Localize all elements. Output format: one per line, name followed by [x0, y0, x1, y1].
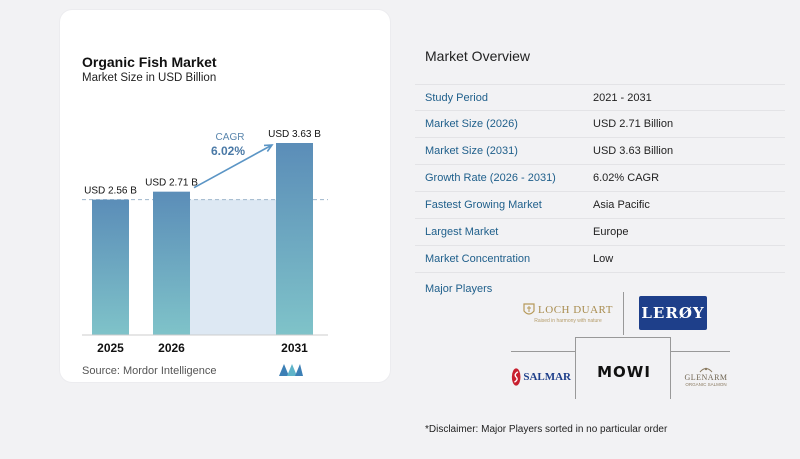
table-row: Market Size (2031) USD 3.63 Billion — [415, 138, 785, 165]
table-row: Study Period 2021 - 2031 — [415, 84, 785, 111]
cagr-arrow-line — [193, 144, 273, 189]
table-row: Market Size (2026) USD 2.71 Billion — [415, 111, 785, 138]
leroy-logo: LERØY — [639, 296, 707, 330]
overview-table: Study Period 2021 - 2031 Market Size (20… — [415, 84, 785, 273]
logo-divider — [575, 337, 576, 399]
source-text: Source: Mordor Intelligence — [82, 365, 217, 377]
logo-divider — [670, 351, 730, 352]
bar-2031 — [276, 143, 313, 335]
salmar-emblem-icon — [511, 368, 521, 386]
row-label: Market Size (2031) — [425, 145, 518, 157]
mowi-logo: MOWI — [585, 360, 663, 384]
table-row: Market Concentration Low — [415, 246, 785, 273]
row-value: 6.02% CAGR — [593, 172, 660, 184]
mordor-logo-icon — [279, 364, 303, 376]
chart-canvas: USD 2.56 B 2025 USD 2.71 B 2026 USD 3.63 B 20… — [82, 129, 328, 355]
row-label: Fastest Growing Market — [425, 199, 542, 211]
logo-divider — [511, 351, 576, 352]
table-row: Fastest Growing Market Asia Pacific — [415, 192, 785, 219]
glenarm-logo: GLENARM ORGANIC SALMON — [677, 360, 735, 392]
chart-card: USD 2.56 B 2025 USD 2.71 B 2026 USD 3.63 B 20… — [60, 10, 390, 382]
disclaimer-text: *Disclaimer: Major Players sorted in no … — [425, 424, 668, 435]
row-label: Study Period — [425, 91, 488, 104]
table-row: Growth Rate (2026 - 2031) 6.02% CAGR — [415, 165, 785, 192]
x-tick-label-2026: 2026 — [158, 341, 185, 355]
bar-2026 — [153, 191, 190, 335]
crest-icon — [523, 302, 535, 315]
loch-duart-name: LOCH DUART — [538, 303, 613, 316]
leroy-name: LERØY — [641, 304, 705, 322]
row-value: Asia Pacific — [593, 199, 650, 211]
row-value: USD 2.71 Billion — [593, 118, 674, 130]
row-value: 2021 - 2031 — [593, 91, 652, 104]
cagr-value: 6.02% — [211, 144, 245, 158]
row-label: Largest Market — [425, 226, 499, 238]
row-value: Europe — [593, 226, 629, 238]
cagr-arrow-head-icon — [263, 144, 274, 152]
market-overview-panel: Market Overview Study Period 2021 - 2031… — [415, 0, 785, 459]
overview-title: Market Overview — [425, 48, 531, 64]
row-label: Growth Rate (2026 - 2031) — [425, 172, 556, 184]
glenarm-tagline: ORGANIC SALMON — [685, 382, 727, 387]
data-label-2025: USD 2.56 B — [84, 186, 137, 197]
x-tick-label-2031: 2031 — [281, 341, 308, 355]
loch-duart-tagline: Raised in harmony with nature — [534, 317, 602, 324]
bar-2025 — [92, 199, 129, 335]
major-players-title: Major Players — [425, 283, 493, 295]
row-label: Market Concentration — [425, 253, 531, 265]
loch-duart-logo: LOCH DUART Raised in harmony with nature — [523, 297, 613, 329]
logo-divider — [575, 337, 671, 338]
row-label: Market Size (2026) — [425, 118, 518, 130]
data-label-2026: USD 2.71 B — [145, 178, 198, 189]
x-tick-label-2025: 2025 — [97, 341, 124, 355]
mowi-name: MOWI — [597, 363, 651, 381]
glenarm-name: GLENARM — [684, 373, 728, 382]
salmar-logo: SALMAR — [511, 362, 571, 392]
chart-subtitle: Market Size in USD Billion — [82, 72, 217, 84]
row-value: USD 3.63 Billion — [593, 145, 674, 157]
table-row: Largest Market Europe — [415, 219, 785, 246]
data-label-2031: USD 3.63 B — [268, 129, 321, 140]
row-value: Low — [593, 253, 614, 265]
logo-divider — [670, 337, 671, 399]
logo-divider — [623, 292, 624, 335]
salmar-name: SALMAR — [523, 371, 571, 383]
growth-highlight-band — [190, 199, 276, 335]
glenarm-crest-icon — [699, 367, 713, 373]
cagr-label: CAGR — [216, 132, 245, 143]
chart-title: Organic Fish Market — [82, 54, 217, 70]
